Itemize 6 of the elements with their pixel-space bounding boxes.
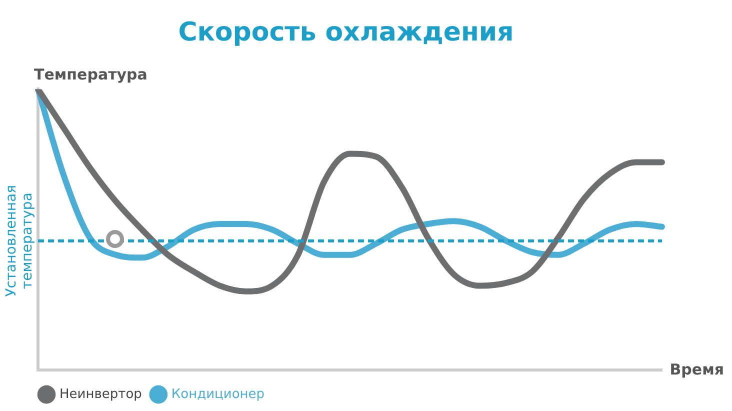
legend-label: Неинвертор xyxy=(60,386,142,402)
y-axis-title: Температура xyxy=(34,66,148,84)
legend-label: Кондиционер xyxy=(171,386,265,402)
ref-line-label: Установленная температура xyxy=(4,184,36,297)
chart-title: Скорость охлаждения xyxy=(178,17,514,48)
x-axis-title: Время xyxy=(670,360,724,378)
